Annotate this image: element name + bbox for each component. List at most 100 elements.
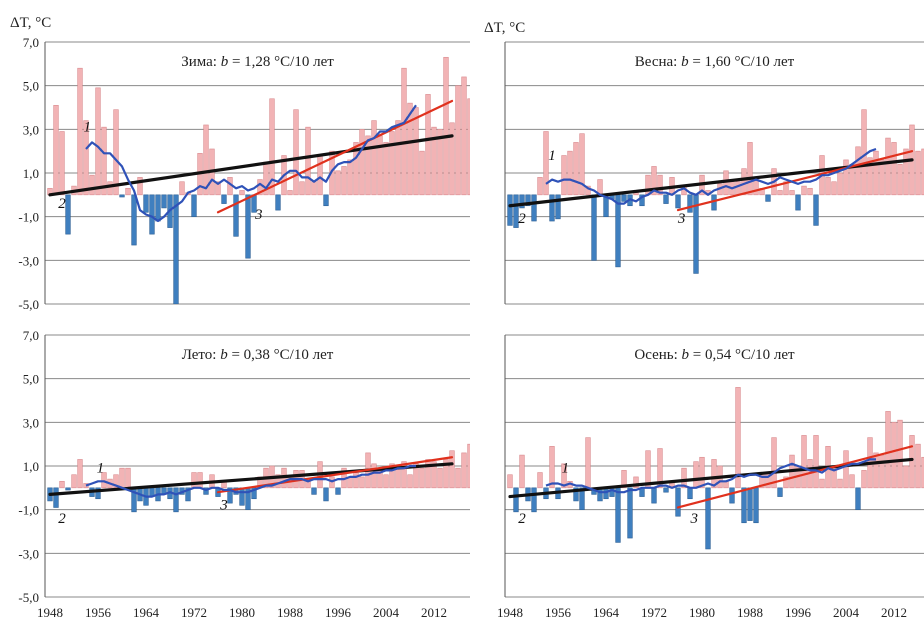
x-tick-label: 2004	[833, 605, 860, 620]
bar-positive	[831, 181, 837, 196]
smoothed-line	[85, 104, 417, 223]
bar-positive	[861, 470, 867, 489]
bar-positive	[341, 166, 347, 196]
bar-positive	[413, 463, 419, 489]
bar-positive	[59, 131, 65, 196]
bar-positive	[849, 474, 855, 489]
bar-positive	[107, 181, 113, 196]
y-tick-label: 3,0	[23, 122, 39, 137]
bar-negative	[777, 487, 783, 497]
bar-negative	[513, 194, 519, 228]
panel-title: Зима: b = 1,28 °C/10 лет	[181, 54, 334, 70]
bar-positive	[897, 419, 903, 489]
bar-negative	[513, 487, 519, 513]
bar-positive	[735, 387, 741, 489]
bar-negative	[591, 194, 597, 261]
bar-positive	[681, 467, 687, 489]
bar-positive	[179, 181, 185, 196]
panel-title: Лето: b = 0,38 °C/10 лет	[182, 347, 334, 363]
bar-positive	[203, 124, 209, 196]
bar-negative	[579, 487, 585, 510]
bar-negative	[155, 194, 161, 222]
bar-positive	[879, 159, 885, 196]
plot-area	[47, 56, 470, 304]
bar-positive	[191, 472, 197, 489]
trend-line-recent-period	[676, 150, 914, 212]
y-tick-label: -1,0	[18, 210, 39, 225]
y-tick-label: -3,0	[18, 546, 39, 561]
x-tick-label: 1980	[229, 605, 255, 620]
bar-positive	[425, 459, 431, 489]
bar-negative	[519, 194, 525, 209]
bar-positive	[867, 157, 873, 196]
bar-positive	[437, 467, 443, 489]
bar-positive	[711, 459, 717, 489]
panel-title-box	[147, 47, 368, 73]
bar-positive	[507, 474, 513, 489]
smoothed-line	[85, 464, 416, 498]
bar-positive	[95, 87, 101, 196]
y-tick-label: 7,0	[23, 35, 39, 50]
bar-negative	[615, 194, 621, 268]
bar-positive	[903, 148, 909, 196]
curve-label-2: 2	[58, 511, 66, 527]
x-tick-label: 1956	[545, 605, 572, 620]
bar-positive	[89, 174, 95, 196]
bar-positive	[125, 467, 131, 489]
bar-positive	[269, 98, 275, 196]
bar-negative	[221, 194, 227, 204]
bar-positive	[561, 155, 567, 196]
bar-negative	[203, 487, 209, 495]
panel-winter: Зима: b = 1,28 °C/10 лет 1 2 3 -5,0 -3,0 -1,0 1…	[18, 35, 470, 312]
bar-positive	[657, 174, 663, 196]
bar-positive	[885, 411, 891, 489]
curve-label-3: 3	[689, 511, 698, 527]
bar-positive	[407, 474, 413, 489]
x-tick-label: 1964	[593, 605, 620, 620]
bar-negative	[813, 194, 819, 226]
bar-positive	[431, 126, 437, 196]
curve-label-1: 1	[97, 461, 105, 477]
curve-label-2: 2	[58, 196, 66, 212]
bar-positive	[855, 146, 861, 196]
bar-positive	[573, 142, 579, 196]
bar-negative	[795, 194, 801, 211]
bar-positive	[801, 435, 807, 489]
bar-positive	[747, 142, 753, 196]
bar-positive	[621, 470, 627, 489]
bar-negative	[65, 194, 71, 235]
curve-label-1: 1	[83, 120, 91, 136]
y-tick-label: 5,0	[23, 79, 39, 94]
bar-positive	[401, 461, 407, 489]
bar-positive	[437, 129, 443, 196]
y-tick-label: -3,0	[18, 253, 39, 268]
panel-title: Весна: b = 1,60 °C/10 лет	[635, 54, 795, 70]
plot-area	[47, 443, 470, 513]
bar-positive	[789, 190, 795, 196]
panel-title: Осень: b = 0,54 °C/10 лет	[634, 347, 795, 363]
curve-label-1: 1	[561, 461, 569, 477]
bar-positive	[837, 478, 843, 489]
bar-positive	[467, 443, 470, 489]
bar-negative	[615, 487, 621, 543]
bar-negative	[663, 487, 669, 493]
bar-positive	[101, 472, 107, 489]
bar-positive	[837, 172, 843, 196]
bar-positive	[119, 467, 125, 489]
bar-negative	[555, 194, 561, 220]
bar-negative	[119, 194, 125, 198]
bar-positive	[461, 452, 467, 489]
bar-negative	[621, 194, 627, 202]
bar-positive	[777, 190, 783, 196]
x-tick-label: 1948	[497, 605, 523, 620]
bar-positive	[903, 465, 909, 489]
bar-positive	[113, 109, 119, 196]
curve-label-3: 3	[219, 498, 228, 514]
bar-negative	[729, 487, 735, 504]
bar-positive	[335, 170, 341, 196]
x-tick-label: 1996	[785, 605, 812, 620]
bar-negative	[173, 194, 179, 304]
bar-positive	[59, 480, 65, 489]
bar-positive	[771, 437, 777, 489]
bar-positive	[657, 448, 663, 489]
